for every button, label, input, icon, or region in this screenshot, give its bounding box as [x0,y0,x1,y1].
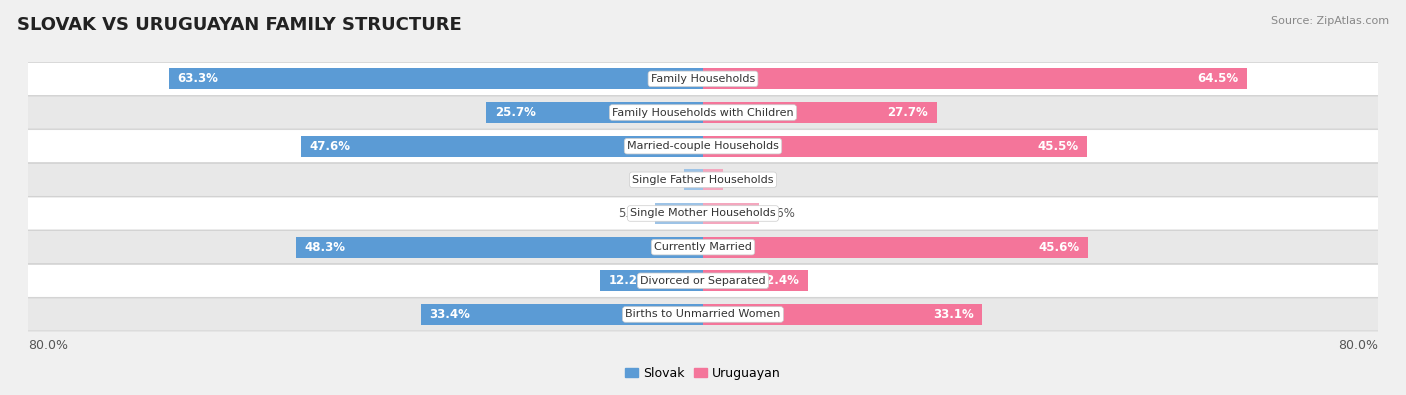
Text: 33.1%: 33.1% [934,308,974,321]
Text: 6.6%: 6.6% [765,207,796,220]
Legend: Slovak, Uruguayan: Slovak, Uruguayan [620,362,786,385]
Bar [655,203,703,224]
Bar [703,304,983,325]
Text: 27.7%: 27.7% [887,106,928,119]
Bar [169,68,703,89]
Text: 45.5%: 45.5% [1038,140,1078,153]
FancyBboxPatch shape [14,264,1392,297]
Bar [422,304,703,325]
FancyBboxPatch shape [14,231,1392,263]
Bar [600,270,703,291]
FancyBboxPatch shape [14,130,1392,163]
Text: Source: ZipAtlas.com: Source: ZipAtlas.com [1271,16,1389,26]
Text: Single Father Households: Single Father Households [633,175,773,185]
Text: 47.6%: 47.6% [309,140,352,153]
Bar [703,102,936,123]
Bar [295,237,703,258]
Text: Births to Unmarried Women: Births to Unmarried Women [626,309,780,320]
Text: Married-couple Households: Married-couple Households [627,141,779,151]
Bar [703,237,1088,258]
Text: 5.7%: 5.7% [619,207,648,220]
FancyBboxPatch shape [14,164,1392,196]
Text: 80.0%: 80.0% [1339,339,1378,352]
Bar [486,102,703,123]
Text: 12.4%: 12.4% [758,274,799,287]
Text: 63.3%: 63.3% [177,72,218,85]
Text: 2.4%: 2.4% [730,173,759,186]
Text: Currently Married: Currently Married [654,242,752,252]
FancyBboxPatch shape [14,197,1392,230]
Text: 80.0%: 80.0% [28,339,67,352]
Text: Divorced or Separated: Divorced or Separated [640,276,766,286]
Text: Family Households: Family Households [651,74,755,84]
Bar [703,136,1087,156]
Text: 12.2%: 12.2% [609,274,650,287]
Text: 45.6%: 45.6% [1038,241,1080,254]
FancyBboxPatch shape [14,96,1392,129]
Bar [685,169,703,190]
FancyBboxPatch shape [14,298,1392,331]
Text: Single Mother Households: Single Mother Households [630,209,776,218]
Text: 2.2%: 2.2% [648,173,678,186]
Text: 48.3%: 48.3% [304,241,344,254]
Text: Family Households with Children: Family Households with Children [612,107,794,118]
Text: 64.5%: 64.5% [1198,72,1239,85]
Bar [703,270,807,291]
Text: 33.4%: 33.4% [430,308,471,321]
Bar [703,169,723,190]
Bar [703,203,759,224]
Text: SLOVAK VS URUGUAYAN FAMILY STRUCTURE: SLOVAK VS URUGUAYAN FAMILY STRUCTURE [17,16,461,34]
Bar [301,136,703,156]
Bar [703,68,1247,89]
Text: 25.7%: 25.7% [495,106,536,119]
FancyBboxPatch shape [14,62,1392,95]
